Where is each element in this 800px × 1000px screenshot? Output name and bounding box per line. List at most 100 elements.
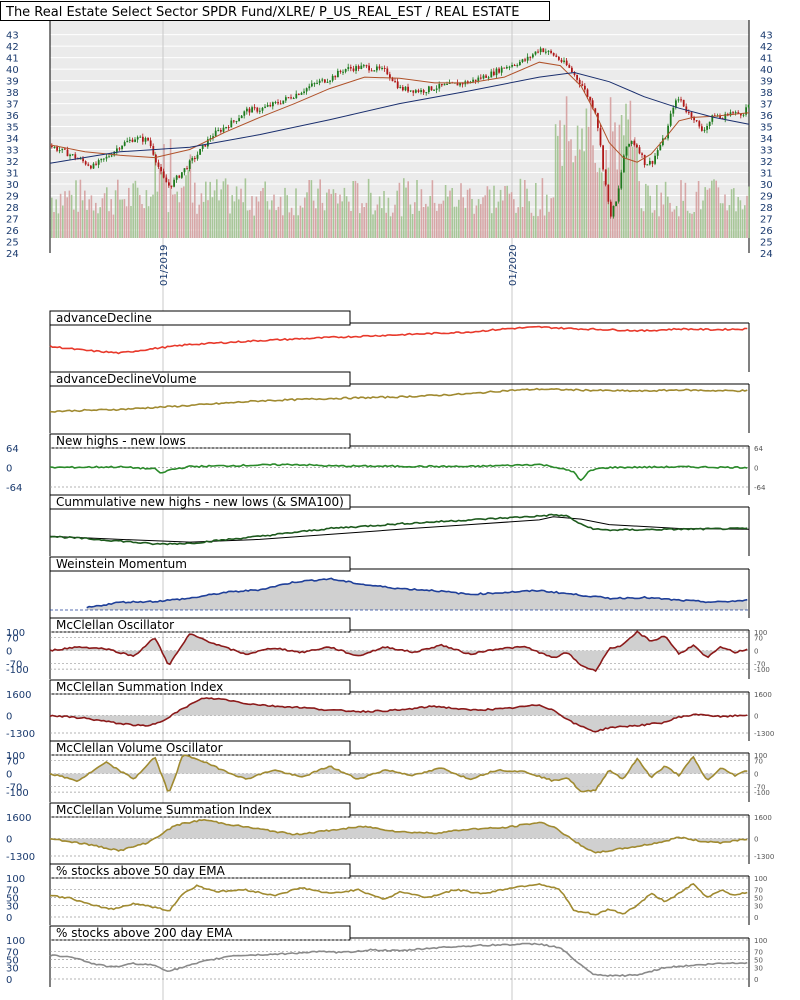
volume-bar — [359, 213, 361, 238]
candle-body — [643, 154, 646, 166]
volume-bar — [530, 212, 533, 238]
price-y-tick-right: 29 — [760, 192, 773, 203]
candle-body — [472, 79, 474, 82]
volume-bar — [631, 146, 634, 238]
price-y-tick-left: 38 — [6, 88, 19, 99]
volume-bar — [332, 189, 335, 238]
panel-title-box — [49, 371, 351, 387]
candle-body — [256, 107, 259, 112]
volume-bar — [279, 196, 282, 238]
volume-bar — [706, 189, 709, 238]
candle-body — [459, 82, 461, 86]
price-y-tick-left: 27 — [6, 215, 19, 226]
panel-y-tick-right: 0 — [754, 836, 758, 844]
candle-body — [181, 172, 183, 178]
candle-body — [186, 168, 188, 170]
candle-body — [235, 121, 238, 123]
volume-bar — [515, 212, 517, 238]
candle-body — [537, 51, 539, 53]
candle-body — [430, 86, 433, 91]
volume-bar — [739, 200, 742, 238]
candle-body — [365, 65, 368, 67]
panel-y-tick-right: 50 — [754, 957, 763, 965]
volume-bar — [326, 192, 328, 238]
volume-bar — [117, 179, 119, 238]
volume-bar — [200, 193, 203, 238]
volume-bar — [429, 195, 431, 238]
candle-body — [326, 81, 329, 83]
volume-bar — [649, 195, 651, 238]
candle-body — [742, 114, 745, 116]
volume-bar — [295, 188, 297, 238]
volume-bar — [323, 210, 326, 238]
volume-bar — [125, 206, 128, 238]
candle-body — [412, 90, 415, 93]
candle-body — [204, 145, 207, 147]
volume-bar — [744, 205, 746, 238]
panel-y-tick-right: 0 — [754, 976, 758, 984]
volume-bar — [576, 125, 579, 238]
volume-bar — [99, 207, 101, 238]
panel-y-tick-right: 0 — [754, 914, 758, 922]
candle-body — [539, 48, 542, 53]
volume-bar — [191, 202, 194, 238]
candle-body — [61, 148, 64, 151]
indicator-panel — [49, 494, 750, 556]
volume-bar — [717, 187, 720, 238]
volume-bar — [354, 180, 357, 238]
indicator-panel — [49, 679, 750, 741]
indicator-panel — [49, 556, 750, 618]
candle-body — [82, 158, 84, 162]
candle-body — [438, 84, 441, 89]
price-y-tick-left: 26 — [6, 226, 19, 237]
candle-body — [578, 79, 581, 85]
volume-bar — [383, 191, 385, 238]
price-y-tick-right: 27 — [760, 215, 773, 226]
candle-body — [571, 67, 573, 73]
volume-bar — [66, 197, 68, 238]
panel-area — [50, 697, 748, 732]
volume-bar — [242, 202, 244, 238]
panel-series-line — [86, 577, 748, 609]
volume-bar — [361, 203, 363, 238]
volume-bar — [693, 212, 695, 238]
volume-bar — [286, 195, 288, 238]
panel-y-tick-left: 50 — [6, 894, 19, 905]
candle-body — [160, 166, 162, 172]
panel-y-tick-left: -64 — [6, 483, 22, 494]
volume-bar — [218, 200, 220, 238]
candle-body — [69, 154, 71, 157]
volume-bar — [719, 203, 722, 238]
candle-body — [142, 136, 144, 142]
volume-bar — [319, 179, 321, 238]
volume-bar — [92, 210, 95, 238]
volume-bar — [246, 210, 249, 238]
candle-body — [168, 182, 170, 186]
price-y-tick-left: 33 — [6, 146, 19, 157]
volume-bar — [163, 144, 165, 238]
panel-y-tick-left: 50 — [6, 956, 19, 967]
panel-y-tick-left: 1600 — [6, 813, 31, 824]
candle-body — [708, 121, 711, 127]
volume-bar — [165, 175, 167, 238]
candle-body — [339, 70, 342, 72]
volume-bar — [726, 210, 728, 238]
volume-bar — [550, 198, 552, 238]
volume-bar — [337, 203, 339, 238]
volume-bar — [691, 213, 693, 238]
volume-bar — [147, 206, 150, 238]
price-y-tick-right: 36 — [760, 111, 773, 122]
volume-bar — [53, 212, 55, 238]
volume-bar — [460, 183, 462, 238]
volume-bar — [645, 183, 647, 238]
chart-marks — [49, 46, 750, 987]
panel-series-line — [49, 882, 748, 916]
panel-y-tick-right: -1300 — [754, 730, 774, 738]
volume-bar — [229, 213, 231, 238]
price-y-tick-right: 31 — [760, 169, 773, 180]
volume-bar — [713, 179, 715, 238]
candle-body — [355, 66, 357, 71]
candle-body — [178, 175, 181, 178]
panel-y-tick-right: 0 — [754, 465, 758, 473]
candle-body — [729, 112, 732, 116]
